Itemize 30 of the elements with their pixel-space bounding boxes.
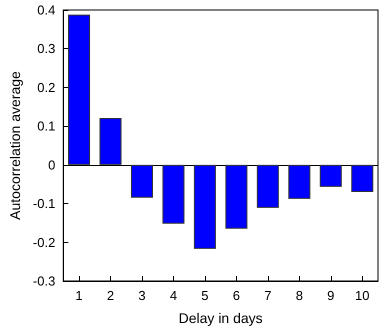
x-tick-label: 1 (75, 288, 83, 303)
x-tick-label: 8 (296, 288, 303, 303)
bar (256, 164, 279, 208)
bar (194, 164, 216, 249)
y-tick-label: -0.1 (32, 196, 56, 212)
x-tick-label: 7 (264, 288, 272, 303)
bar (288, 164, 310, 199)
x-tick-label: 3 (138, 288, 146, 303)
y-tick-label: 0.3 (37, 41, 56, 56)
bar (99, 118, 122, 165)
x-tick-label: 9 (327, 288, 334, 303)
y-axis-title: Autocorrelation average (7, 70, 23, 220)
y-tick-label: 0.2 (37, 80, 56, 95)
x-tick-label: 5 (201, 288, 209, 303)
y-tick-label: -0.2 (32, 234, 56, 250)
y-tick-label: -0.3 (32, 274, 56, 288)
bar (225, 164, 248, 229)
x-tick-label: 4 (170, 288, 178, 303)
x-tick-label: 2 (106, 288, 114, 303)
x-tick-label: 10 (355, 288, 370, 303)
bar (130, 164, 153, 198)
bar (320, 164, 342, 187)
bar (351, 164, 374, 192)
x-tick-label: 6 (232, 288, 240, 303)
y-tick-label: 0.1 (37, 118, 56, 134)
y-tick-label: 0 (48, 157, 56, 172)
y-tick-label: 0.4 (37, 2, 56, 18)
bar (162, 164, 184, 224)
bar (68, 14, 90, 165)
x-axis-title: Delay in days (178, 310, 263, 326)
